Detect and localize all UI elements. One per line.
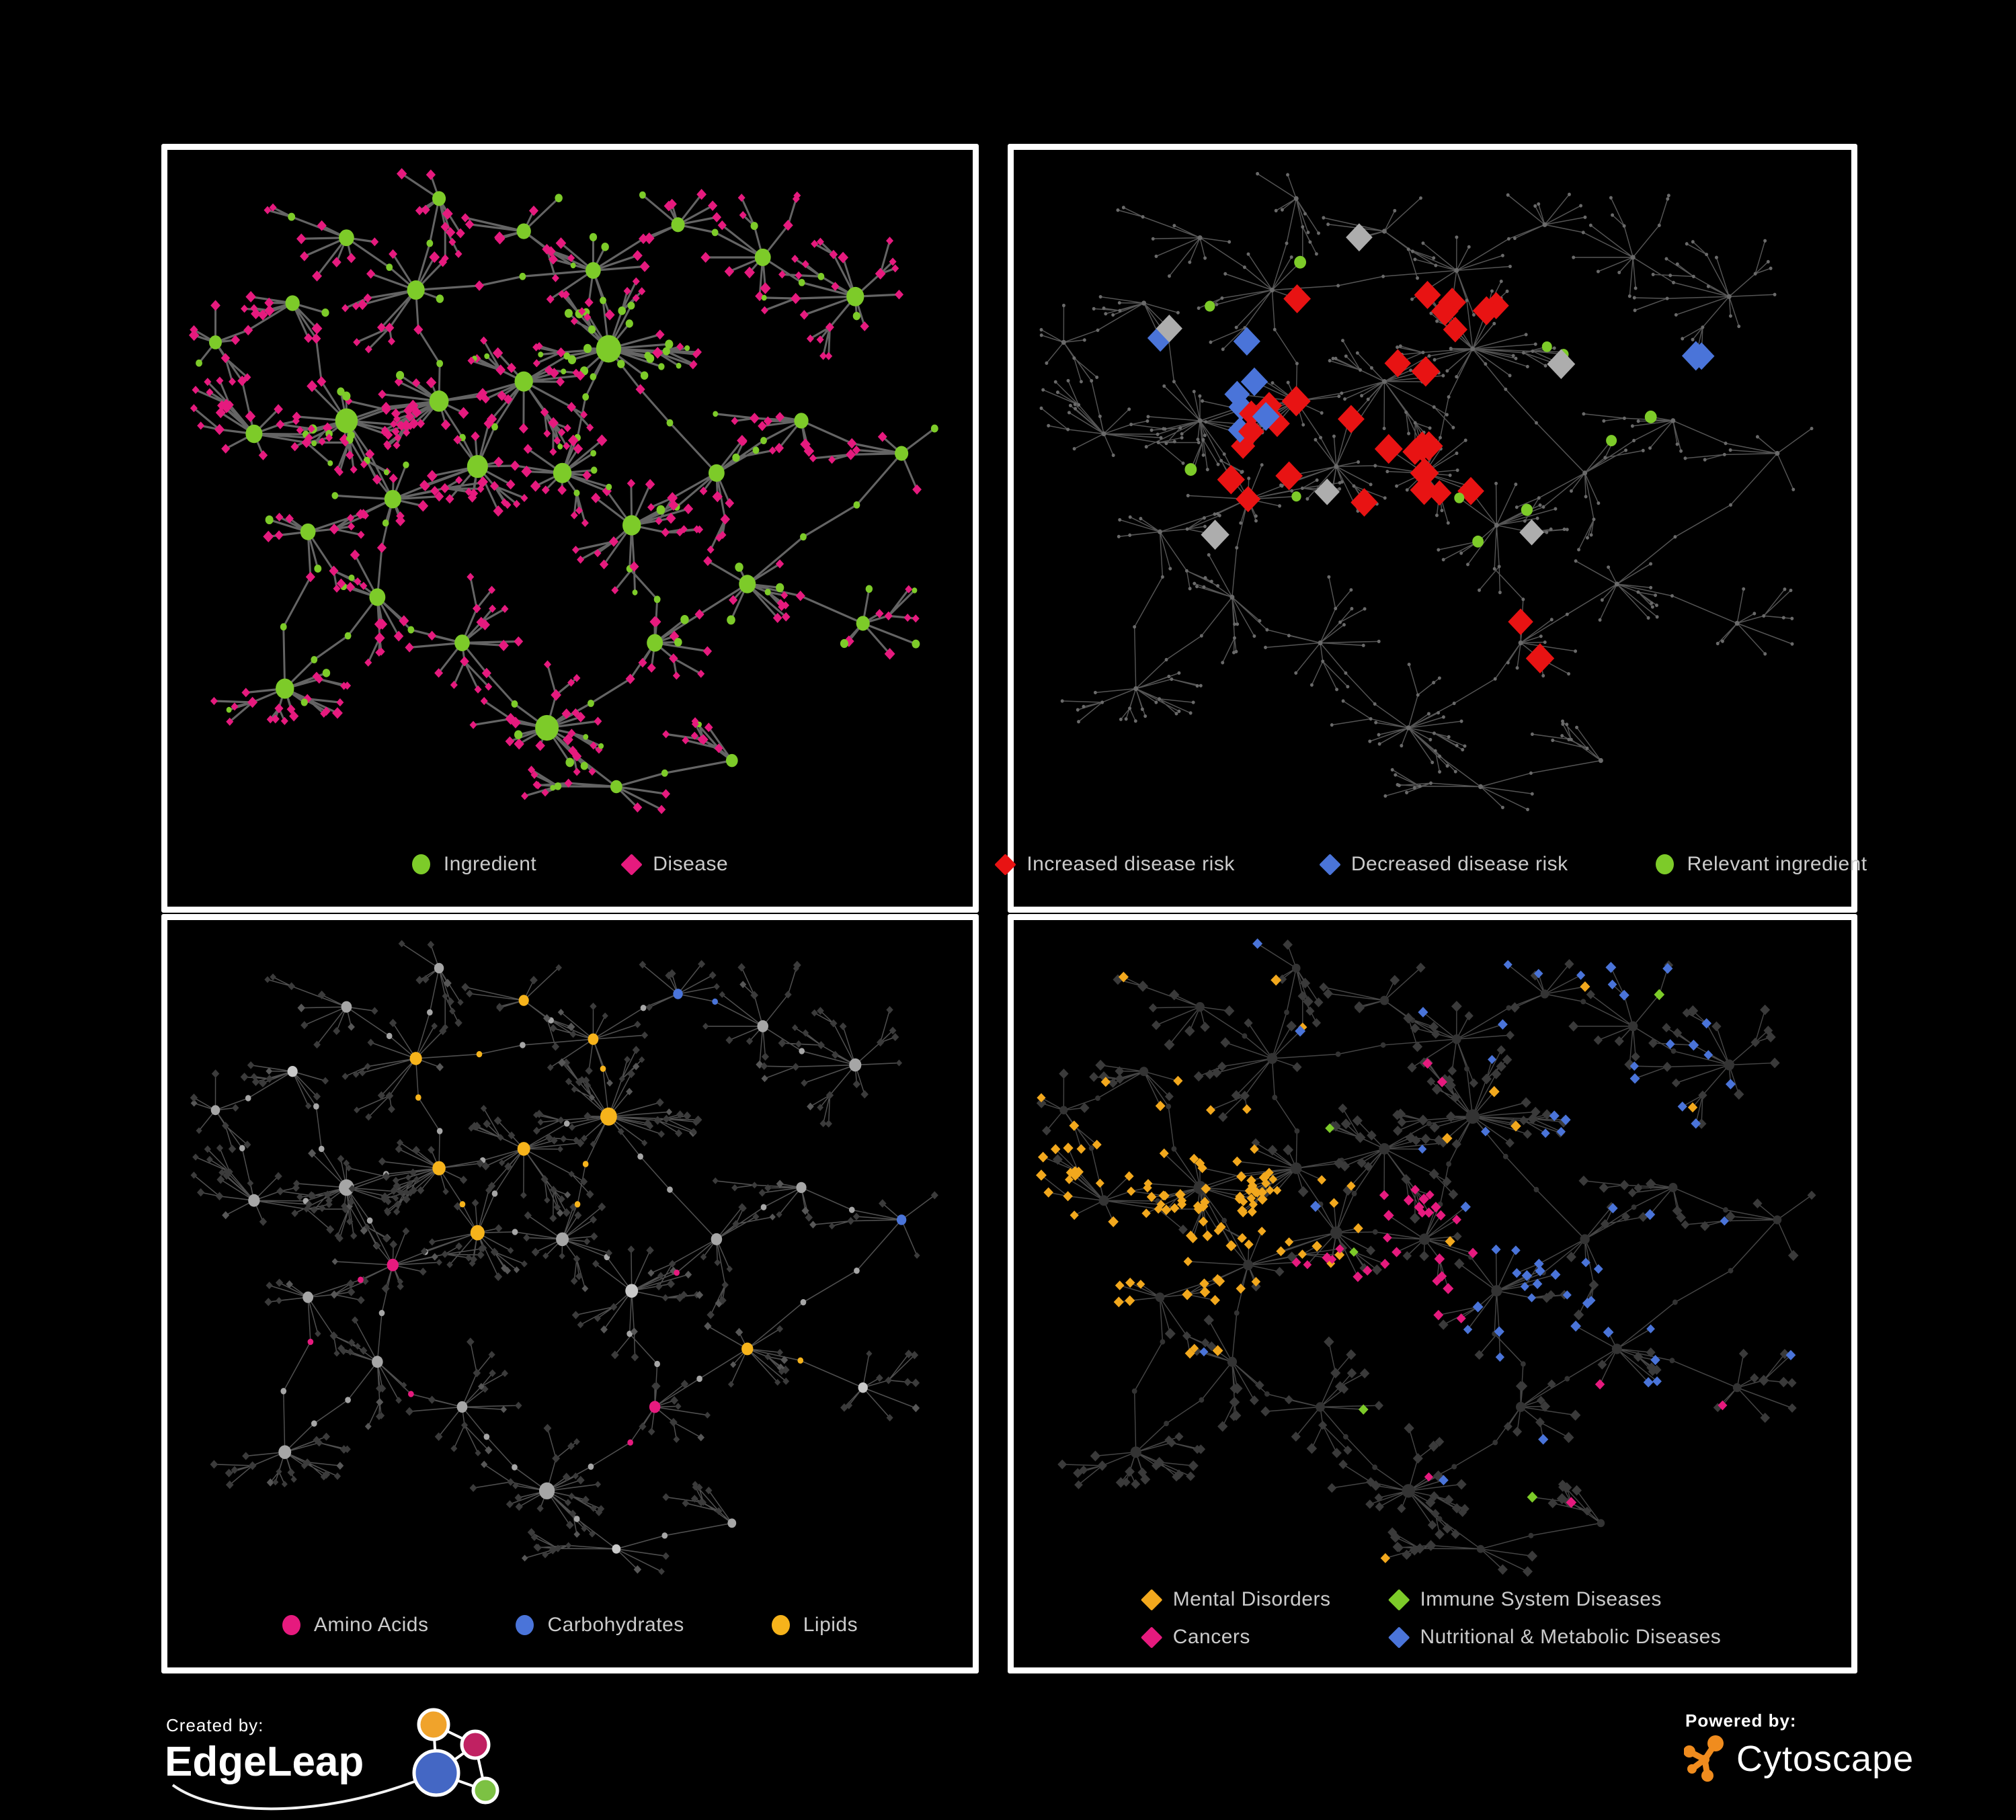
created-by-label: Created by: [166, 1715, 264, 1735]
legend-item-ingredient: Ingredient [411, 853, 537, 876]
circle-swatch-icon [771, 1615, 790, 1635]
legend-item-lipids: Lipids [771, 1614, 858, 1637]
legend-item-carbohydrates: Carbohydrates [516, 1614, 684, 1637]
legend-label: Carbohydrates [547, 1614, 684, 1636]
diamond-swatch-icon [994, 853, 1017, 876]
created-by-name: EdgeLeap [165, 1739, 364, 1785]
legend-item-decreased-disease-risk: Decreased disease risk [1319, 853, 1568, 876]
legend-item-immune-system-diseases: Immune System Diseases [1387, 1588, 1662, 1611]
legend-disease-category: Mental Disorders Immune System Diseases Ca… [1140, 1588, 1722, 1649]
panel-nutrient-class: Amino Acids Carbohydrates Lipids [161, 914, 979, 1673]
panel-disease-category: Mental Disorders Immune System Diseases Ca… [1008, 914, 1857, 1673]
legend-item-cancers: Cancers [1140, 1626, 1250, 1649]
legend-item-mental-disorders: Mental Disorders [1140, 1588, 1331, 1611]
powered-by-label: Powered by: [1685, 1710, 1797, 1731]
diamond-swatch-icon [1140, 1588, 1163, 1611]
edgeleap-network-icon [171, 1708, 499, 1811]
legend-nutrient-class: Amino Acids Carbohydrates Lipids [167, 1614, 973, 1637]
legend-label: Ingredient [443, 853, 537, 875]
legend-label: Decreased disease risk [1350, 853, 1568, 875]
network-disease-category [1036, 938, 1816, 1577]
legend-item-amino-acids: Amino Acids [282, 1614, 429, 1637]
legend-label: Mental Disorders [1172, 1588, 1331, 1610]
circle-swatch-icon [516, 1615, 534, 1635]
cytoscape-icon [1684, 1735, 1724, 1782]
legend-label: Increased disease risk [1026, 853, 1235, 875]
legend-item-nutritional-metabolic-diseases: Nutritional & Metabolic Diseases [1387, 1626, 1722, 1649]
cytoscape-logo: Powered by: Cytoscape [1684, 1710, 1966, 1798]
network-nutrient-class [190, 940, 938, 1575]
edgeleap-logo: Created by: EdgeLeap [165, 1706, 514, 1820]
network-disease-risk [1039, 171, 1814, 812]
circle-swatch-icon [1655, 854, 1674, 874]
legend-ingredient-disease: Ingredient Disease [167, 853, 973, 876]
legend-label: Disease [653, 853, 729, 875]
circle-swatch-icon [282, 1615, 300, 1635]
legend-label: Nutritional & Metabolic Diseases [1420, 1626, 1722, 1648]
circle-swatch-icon [411, 854, 430, 874]
diamond-swatch-icon [1140, 1626, 1163, 1649]
legend-item-increased-disease-risk: Increased disease risk [994, 853, 1235, 876]
legend-item-disease: Disease [620, 853, 729, 876]
panel-disease-risk: Increased disease risk Decreased disease … [994, 144, 1867, 913]
legend-label: Amino Acids [313, 1614, 429, 1636]
network-ingredient-disease [188, 168, 938, 815]
diamond-swatch-icon [620, 853, 643, 876]
legend-label: Lipids [803, 1614, 858, 1636]
legend-label: Relevant ingredient [1687, 853, 1867, 875]
legend-label: Immune System Diseases [1420, 1588, 1662, 1610]
legend-label: Cancers [1172, 1626, 1250, 1648]
legend-item-relevant-ingredient: Relevant ingredient [1655, 853, 1867, 876]
legend-disease-risk: Increased disease risk Decreased disease … [994, 853, 1867, 876]
diamond-swatch-icon [1387, 1626, 1410, 1649]
diamond-swatch-icon [1387, 1588, 1410, 1611]
diamond-swatch-icon [1319, 853, 1341, 876]
panel-ingredient-disease: Ingredient Disease [161, 144, 979, 913]
powered-by-name: Cytoscape [1736, 1739, 1914, 1779]
